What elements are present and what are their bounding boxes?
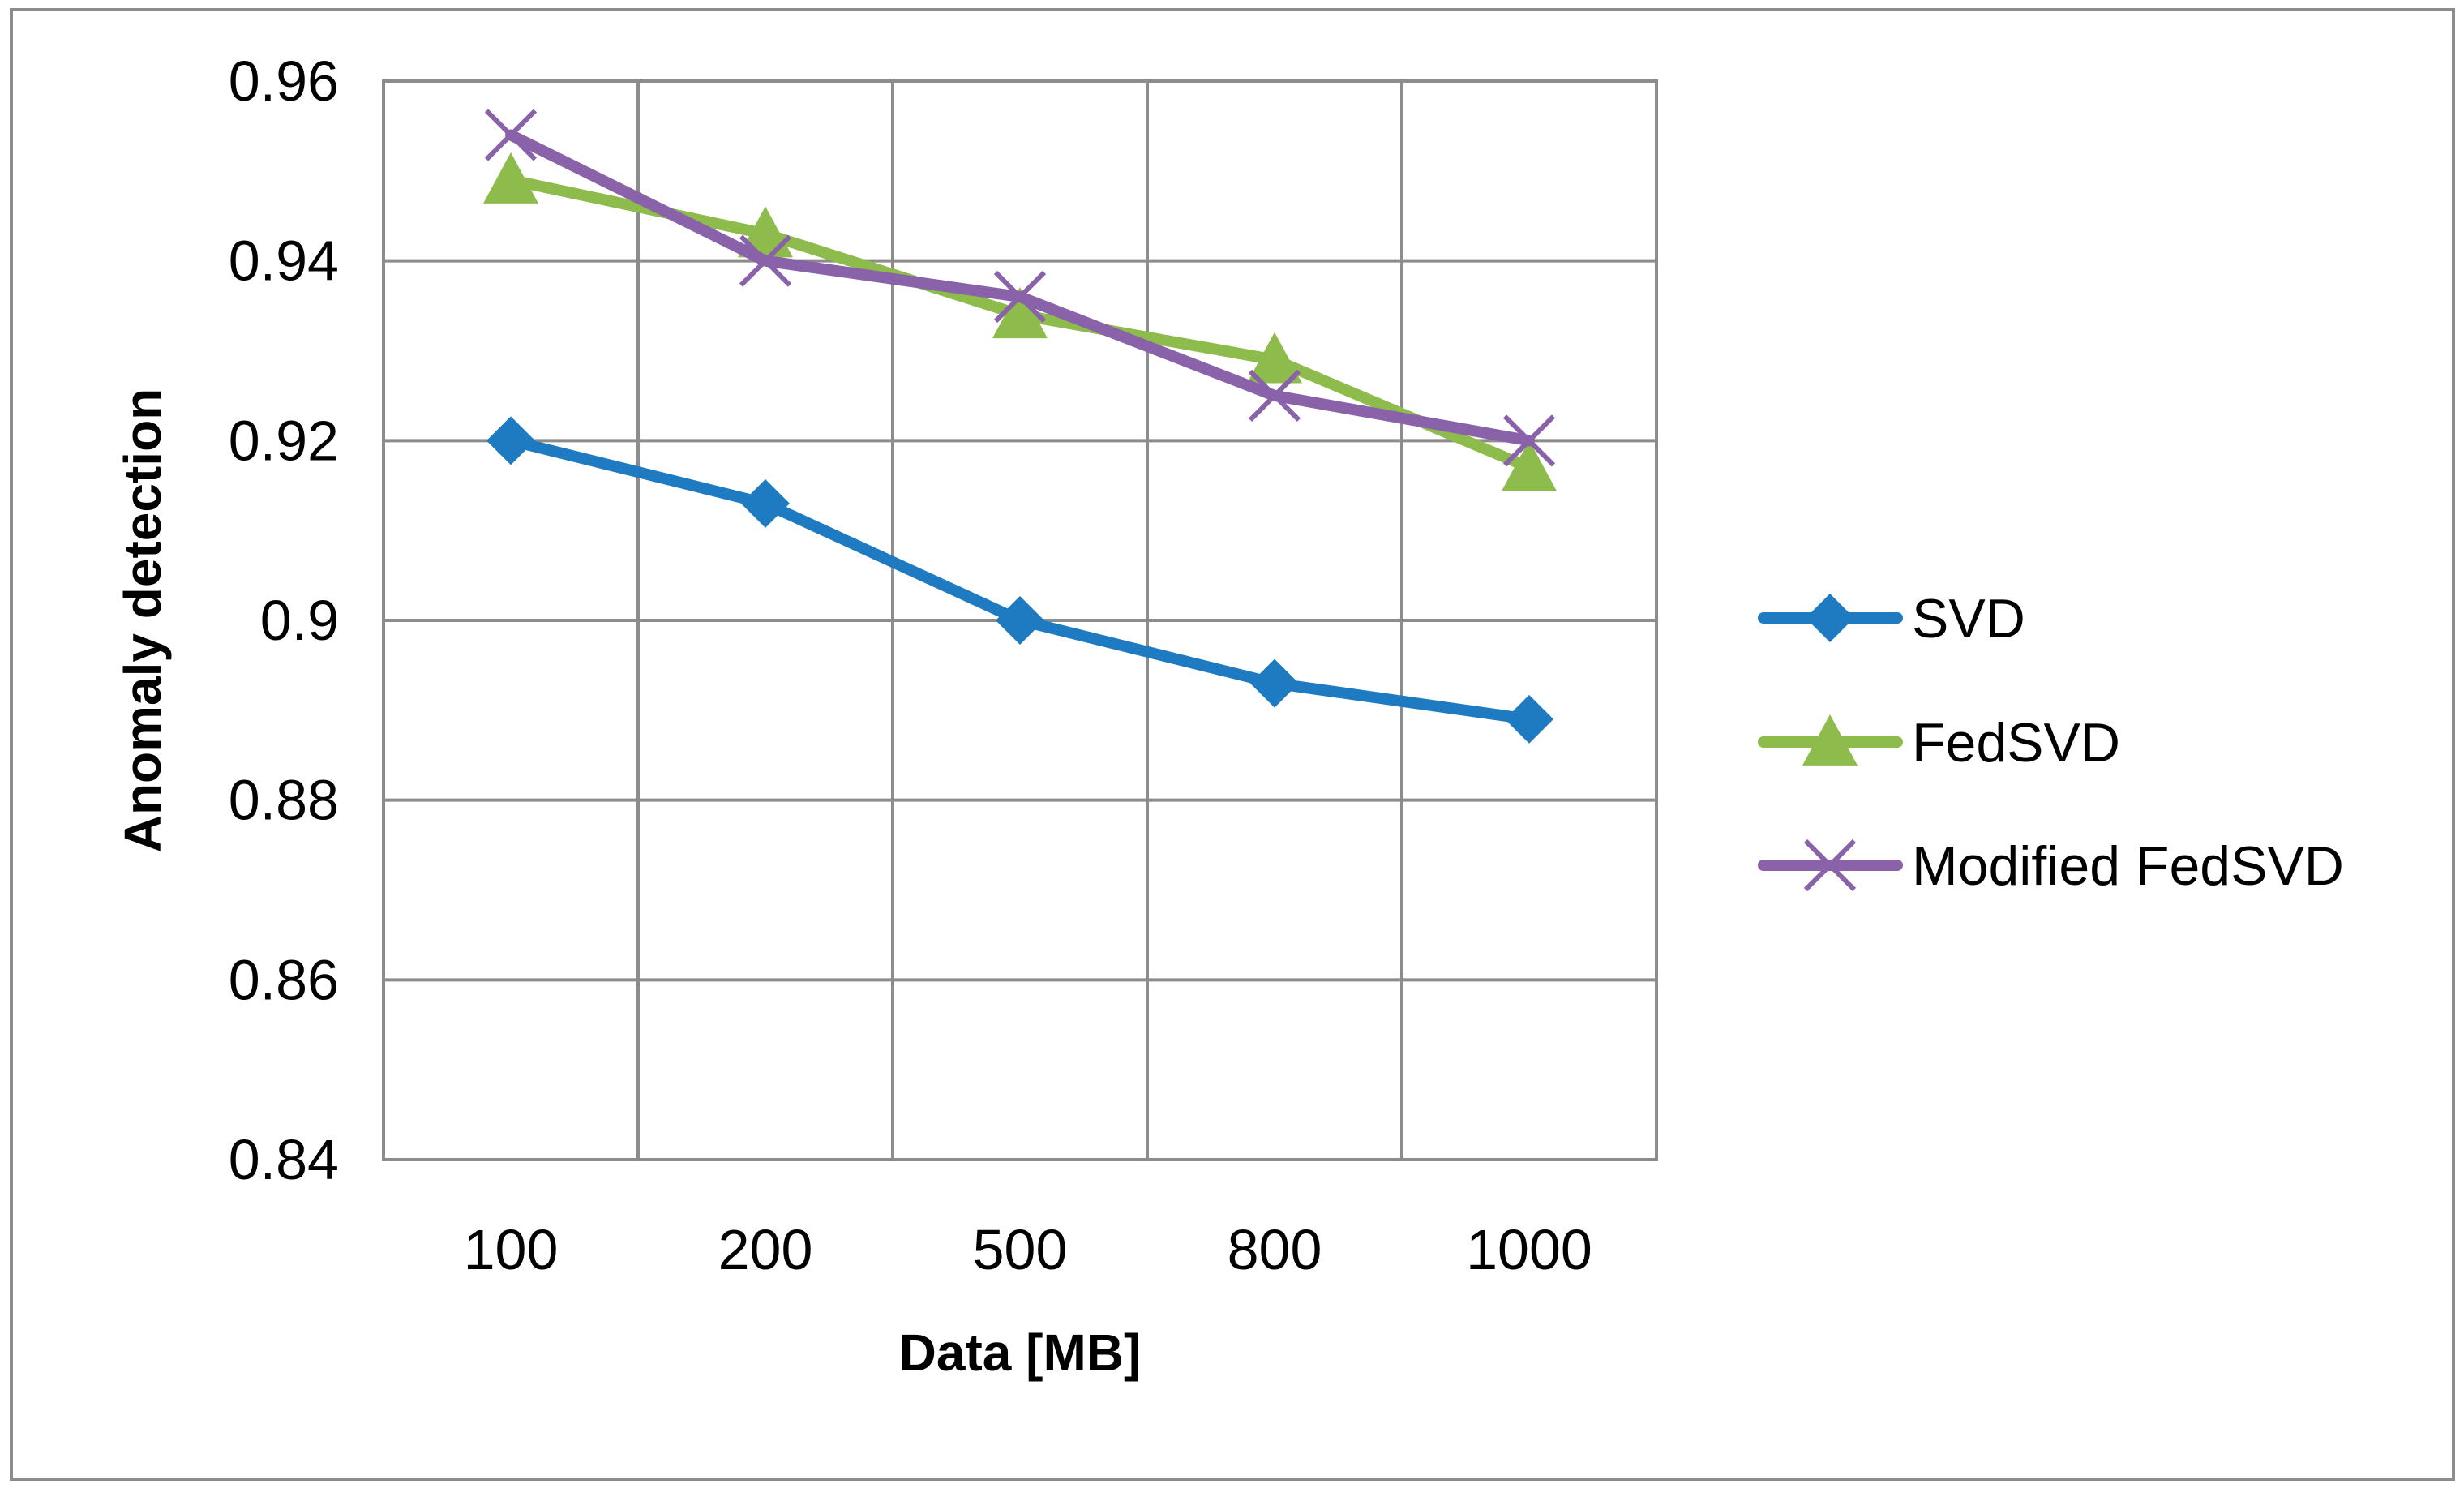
y-tick-label: 0.94 bbox=[229, 229, 339, 293]
series-svd bbox=[486, 416, 1553, 744]
legend-item: FedSVD bbox=[1758, 712, 2120, 774]
y-axis-title: Anomaly detection bbox=[114, 388, 172, 853]
y-tick-label: 0.84 bbox=[229, 1128, 339, 1191]
legend-label: FedSVD bbox=[1912, 712, 2120, 774]
data-point bbox=[483, 152, 538, 204]
data-point bbox=[1502, 440, 1557, 491]
legend-marker bbox=[1802, 714, 1858, 766]
data-point bbox=[993, 270, 1047, 324]
legend-label: Modified FedSVD bbox=[1912, 835, 2344, 897]
legend-item: SVD bbox=[1758, 588, 2025, 650]
x-tick-label: 1000 bbox=[1466, 1218, 1592, 1281]
series-layer bbox=[483, 109, 1557, 744]
data-point bbox=[996, 596, 1044, 645]
legend-label: SVD bbox=[1912, 588, 2025, 650]
x-axis-title: Data [MB] bbox=[899, 1323, 1142, 1382]
series-modified-fedsvd bbox=[484, 109, 1556, 467]
data-point bbox=[486, 416, 535, 465]
y-tick-label: 0.9 bbox=[260, 589, 339, 652]
y-tick-label: 0.86 bbox=[229, 948, 339, 1011]
chart-border bbox=[10, 8, 2455, 1481]
data-point bbox=[484, 109, 538, 161]
legend-marker bbox=[1803, 839, 1857, 892]
x-axis-tick-labels: 100 200 500 800 1000 bbox=[464, 1218, 1592, 1281]
legend-marker bbox=[1806, 594, 1854, 642]
data-point bbox=[1505, 694, 1553, 744]
y-axis-tick-labels: 0.84 0.86 0.88 0.9 0.92 0.94 0.96 bbox=[229, 49, 339, 1191]
x-tick-label: 800 bbox=[1228, 1218, 1322, 1281]
x-tick-label: 500 bbox=[973, 1218, 1068, 1281]
x-tick-label: 200 bbox=[718, 1218, 813, 1281]
data-point bbox=[992, 287, 1048, 339]
data-point bbox=[739, 234, 792, 287]
plot-area-border bbox=[382, 79, 1658, 1161]
data-point bbox=[1248, 369, 1301, 423]
y-tick-label: 0.92 bbox=[229, 409, 339, 472]
y-tick-label: 0.96 bbox=[229, 49, 339, 113]
data-point bbox=[1247, 332, 1302, 384]
data-point bbox=[1250, 658, 1299, 708]
x-tick-label: 100 bbox=[464, 1218, 559, 1281]
data-point bbox=[741, 478, 790, 528]
y-tick-label: 0.88 bbox=[229, 769, 339, 832]
legend-item: Modified FedSVD bbox=[1758, 835, 2344, 897]
legend: SVD FedSVD Modified FedSVD bbox=[1758, 588, 2344, 897]
data-point bbox=[1502, 414, 1556, 467]
